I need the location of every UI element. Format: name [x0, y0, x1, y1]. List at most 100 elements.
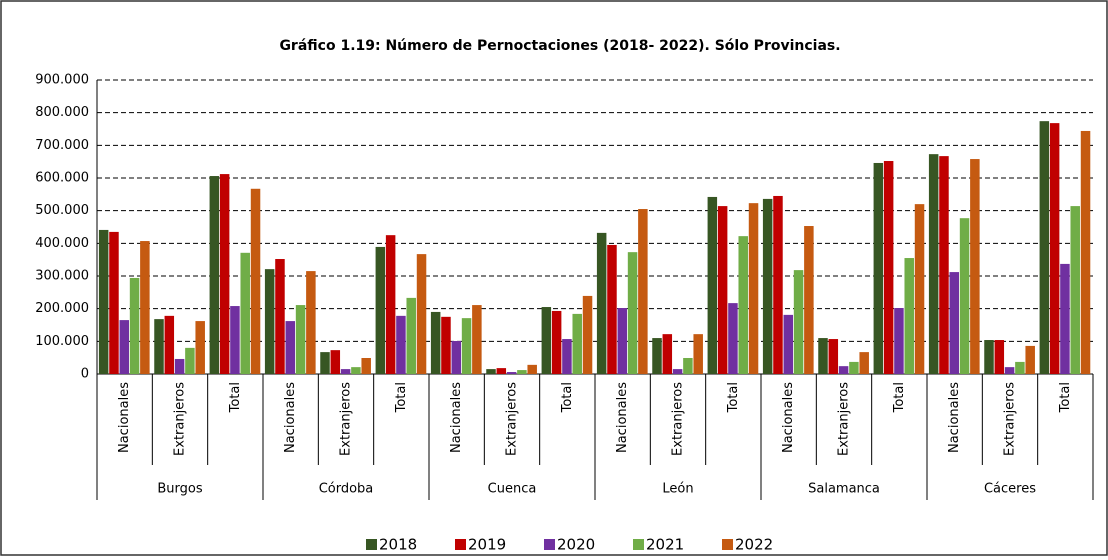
bar [859, 352, 869, 374]
bar [240, 252, 250, 374]
bar [959, 218, 970, 374]
bar [119, 320, 130, 374]
x-tick-label: Total [892, 382, 907, 413]
bar [949, 272, 960, 374]
legend-swatch [455, 539, 466, 550]
bar [572, 313, 582, 374]
y-tick-label: 900.000 [35, 73, 89, 88]
bar [1049, 123, 1060, 375]
bar [928, 154, 939, 374]
bar [441, 316, 451, 374]
bar [672, 369, 683, 374]
legend-swatch [633, 539, 644, 550]
bar [683, 357, 693, 374]
x-tick-label: Total [394, 382, 409, 413]
bar [662, 334, 673, 374]
bar [783, 314, 794, 374]
x-tick-label: Extranjeros [505, 382, 520, 456]
bar [496, 368, 507, 374]
legend-label: 2019 [468, 536, 506, 554]
y-tick-label: 400.000 [35, 236, 89, 251]
bar [195, 321, 205, 374]
bar [295, 305, 306, 374]
legend-label: 2021 [646, 536, 684, 554]
bar [873, 162, 884, 374]
x-tick-label: Nacionales [781, 382, 796, 453]
bar [285, 321, 296, 374]
y-tick-label: 600.000 [35, 171, 89, 186]
bar [738, 236, 748, 374]
bar [828, 339, 839, 374]
y-tick-label: 700.000 [35, 138, 89, 153]
bar [174, 358, 185, 374]
bar [793, 270, 804, 374]
bar [1060, 263, 1070, 374]
x-tick-label: Total [726, 382, 741, 413]
legend-label: 2020 [557, 536, 595, 554]
bar [707, 196, 718, 374]
bar [551, 310, 562, 374]
bar [818, 338, 828, 374]
bar [596, 232, 607, 374]
bar [361, 357, 371, 374]
group-label: Córdoba [319, 482, 374, 497]
bar [773, 195, 783, 374]
y-tick-label: 500.000 [35, 203, 89, 218]
bar [904, 258, 914, 374]
bar [517, 370, 527, 374]
x-tick-label: Nacionales [615, 382, 630, 453]
bar [582, 295, 593, 374]
chart-title: Gráfico 1.19: Número de Pernoctaciones (… [279, 38, 840, 54]
bar [638, 209, 648, 374]
bar [838, 366, 849, 374]
bar [219, 174, 230, 374]
x-tick-label: Extranjeros [1003, 382, 1018, 456]
bar [1025, 345, 1035, 374]
x-tick-label: Total [1058, 382, 1073, 413]
x-tick-label: Extranjeros [671, 382, 686, 456]
group-label: Cuenca [488, 482, 537, 497]
bar [894, 308, 904, 374]
bar [351, 367, 361, 374]
bar [250, 188, 261, 374]
bar [330, 350, 341, 374]
bar [275, 259, 285, 374]
bar [849, 361, 859, 374]
bar [98, 229, 109, 374]
bar [1080, 130, 1091, 374]
bar [461, 318, 472, 374]
group-label: Burgos [157, 482, 202, 497]
bar [728, 303, 738, 374]
bar [1070, 206, 1080, 374]
bar [617, 308, 628, 374]
x-tick-label: Extranjeros [339, 382, 354, 456]
bar [472, 305, 482, 374]
bar [306, 271, 316, 374]
bar [340, 369, 351, 374]
bar [164, 315, 175, 374]
x-tick-label: Nacionales [117, 382, 132, 453]
x-tick-label: Total [560, 382, 575, 413]
x-tick-label: Total [228, 382, 243, 413]
bar [406, 297, 416, 374]
y-tick-label: 800.000 [35, 105, 89, 120]
x-tick-label: Nacionales [947, 382, 962, 453]
bar [1004, 367, 1015, 374]
bar [385, 235, 396, 374]
bar [984, 340, 994, 374]
bar [804, 226, 814, 374]
bar [185, 347, 195, 374]
bar [320, 352, 330, 374]
bar [506, 372, 517, 374]
y-tick-label: 0 [81, 367, 89, 382]
bar [375, 246, 386, 374]
bar [416, 254, 427, 374]
bar [109, 231, 119, 374]
bar [1015, 361, 1025, 374]
y-tick-label: 300.000 [35, 269, 89, 284]
bar [1039, 121, 1050, 374]
group-label: León [662, 482, 693, 497]
bar [693, 334, 703, 374]
group-label: Salamanca [808, 482, 880, 497]
